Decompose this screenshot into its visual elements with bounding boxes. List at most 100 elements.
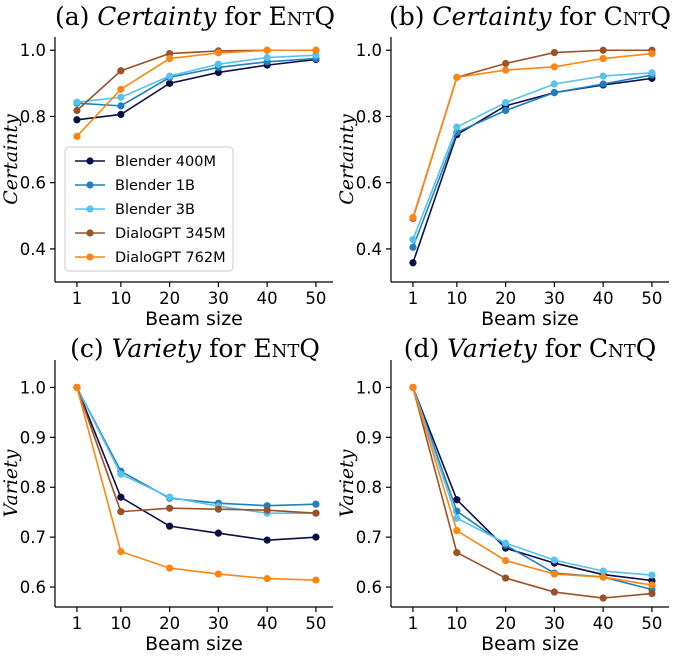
series-line-blender-400m [76, 58, 317, 121]
data-point-blender-3b [409, 236, 417, 244]
title-dataset: EntQ [269, 2, 336, 31]
series-line-blender-1b [412, 74, 653, 248]
data-point-blender-400m [453, 496, 461, 504]
x-tick-label: 40 [593, 289, 614, 308]
data-point-dialogpt-345m [73, 106, 81, 115]
title-dataset: EntQ [253, 334, 320, 363]
data-point-blender-3b [599, 72, 607, 80]
y-tick-label: 0.6 [20, 578, 46, 597]
series-line-dialogpt-762m [76, 387, 316, 581]
data-point-dialogpt-762m [648, 49, 656, 58]
y-axis-label: Variety [336, 449, 358, 517]
legend-label-blender-1b: Blender 1B [115, 178, 195, 194]
x-tick-label: 20 [159, 614, 180, 633]
data-point-blender-400m [166, 522, 174, 530]
x-tick-label: 30 [208, 289, 229, 308]
data-point-dialogpt-762m [263, 46, 271, 54]
chart-panel-2: (b) Certainty for CntQ 1 10 20 30 40 50 0.4 0.6 0… [336, 2, 671, 330]
data-point-blender-3b [166, 493, 174, 501]
series-line-dialogpt-762m [76, 49, 316, 137]
data-point-dialogpt-762m [550, 63, 558, 71]
chart-title: (c) Variety for EntQ [70, 334, 320, 363]
series-line-dialogpt-345m [76, 49, 316, 112]
x-tick-label: 50 [641, 289, 662, 308]
y-tick-label: 0.8 [356, 107, 382, 126]
y-tick-label: 1.0 [356, 378, 382, 397]
data-point-dialogpt-345m [599, 594, 607, 602]
x-tick-label: 1 [408, 289, 419, 308]
data-point-blender-3b [214, 60, 222, 68]
series-line-blender-3b [412, 387, 652, 576]
x-tick-label: 50 [641, 614, 662, 633]
series-line-dialogpt-762m [412, 52, 653, 218]
title-metric: Variety [447, 334, 537, 363]
data-point-dialogpt-345m [599, 46, 607, 54]
x-axis-label: Beam size [145, 308, 243, 330]
data-point-blender-3b [453, 514, 461, 522]
data-point-blender-400m [166, 79, 174, 87]
y-tick-label: 0.6 [356, 174, 382, 193]
y-tick-label: 1.0 [20, 378, 46, 397]
data-point-dialogpt-762m [409, 383, 417, 392]
data-point-dialogpt-345m [453, 549, 461, 557]
y-tick-label: 0.6 [20, 174, 46, 193]
series-line-blender-1b [412, 387, 653, 591]
title-mid: for [537, 334, 589, 363]
legend-marker-dialogpt-345m [86, 229, 94, 237]
x-tick-label: 40 [257, 614, 278, 633]
y-axis-label: Certainty [336, 114, 358, 205]
x-tick-label: 30 [544, 614, 565, 633]
data-point-blender-400m [73, 116, 81, 124]
data-point-dialogpt-345m [117, 508, 125, 516]
title-metric: Certainty [97, 2, 217, 31]
series-line-dialogpt-762m [412, 387, 653, 586]
data-point-dialogpt-345m [550, 48, 558, 57]
data-point-dialogpt-762m [73, 383, 81, 392]
series-line-blender-3b [412, 71, 652, 240]
x-tick-label: 20 [495, 614, 516, 633]
x-tick-label: 10 [110, 289, 131, 308]
title-prefix: (a) [55, 2, 97, 31]
data-point-dialogpt-345m [263, 506, 271, 514]
data-point-dialogpt-345m [312, 509, 320, 517]
data-point-blender-400m [263, 536, 271, 544]
legend-label-blender-3b: Blender 3B [115, 202, 195, 218]
series-line-blender-3b [76, 387, 316, 514]
data-point-dialogpt-762m [648, 581, 656, 589]
title-metric: Certainty [432, 2, 552, 31]
y-tick-label: 0.8 [20, 107, 46, 126]
data-point-blender-1b [599, 80, 607, 88]
x-axis-label: Beam size [481, 308, 579, 330]
data-point-dialogpt-345m [502, 59, 510, 68]
data-point-blender-1b [550, 89, 558, 97]
y-axis-label: Variety [0, 449, 22, 517]
title-mid: for [216, 2, 268, 31]
series-line-blender-1b [76, 387, 316, 507]
data-point-blender-3b [166, 72, 174, 80]
chart-title: (d) Variety for CntQ [404, 334, 657, 363]
chart-panel-3: (c) Variety for EntQ 1 10 20 30 40 50 0.6 0.7 0.8… [0, 334, 333, 655]
data-point-blender-1b [312, 500, 320, 508]
data-point-dialogpt-345m [166, 49, 174, 58]
x-tick-label: 1 [408, 614, 419, 633]
data-point-blender-400m [214, 529, 222, 537]
data-point-blender-3b [117, 470, 125, 478]
title-prefix: (b) [389, 2, 432, 31]
data-point-dialogpt-762m [214, 49, 222, 57]
data-point-blender-3b [117, 93, 125, 101]
data-point-blender-3b [312, 51, 320, 59]
x-tick-label: 10 [446, 289, 467, 308]
series-line-blender-400m [412, 77, 653, 264]
legend-label-blender-400m: Blender 400M [115, 154, 216, 170]
legend-label-dialogpt-762m: DialoGPT 762M [115, 250, 226, 266]
x-tick-label: 40 [257, 289, 278, 308]
x-tick-label: 50 [305, 289, 326, 308]
y-tick-label: 0.9 [20, 428, 46, 447]
data-point-dialogpt-345m [166, 504, 174, 512]
series-line-dialogpt-345m [76, 387, 316, 514]
data-point-dialogpt-762m [453, 527, 461, 535]
x-tick-label: 40 [593, 614, 614, 633]
data-point-blender-3b [648, 69, 656, 77]
data-point-dialogpt-762m [453, 73, 461, 81]
data-point-dialogpt-762m [550, 570, 558, 578]
